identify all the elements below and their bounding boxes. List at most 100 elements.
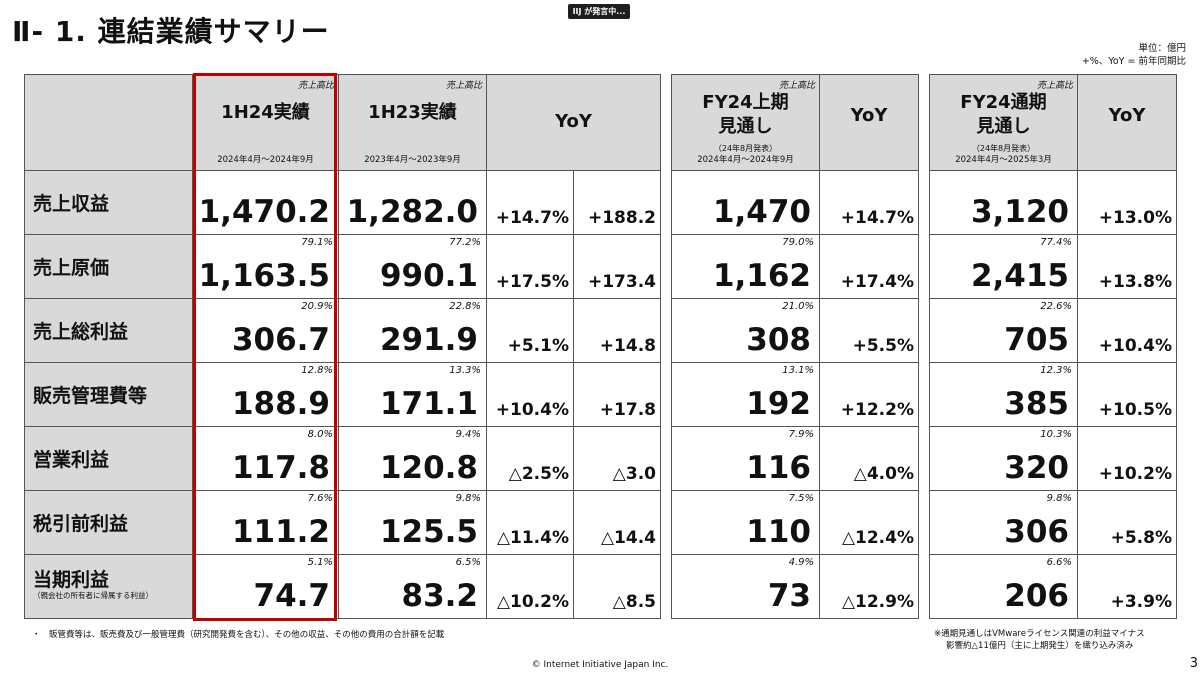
cell-1h23-value: 1,282.0 <box>346 194 478 230</box>
table-row: 4.9% 73 △12.9% <box>671 554 919 619</box>
cell-1h23: 9.4% 120.8 <box>338 426 487 491</box>
ratio-label: 売上高比 <box>778 81 815 91</box>
cell-fy24h1-ratio: 7.9% <box>788 429 814 440</box>
cell-1h24-value: 1,470.2 <box>198 194 330 230</box>
cell-fy24h1: 1,470 <box>671 170 820 235</box>
header-yoy-label: YoY <box>850 105 888 126</box>
table-row: 79.0% 1,162 +17.4% <box>671 234 919 299</box>
cell-1h23-value: 291.9 <box>379 322 478 358</box>
cell-yoy-pct-value: △11.4% <box>496 528 569 548</box>
cell-fy24-yoy-value: +10.4% <box>1098 336 1172 356</box>
row-label-text: 営業利益 <box>33 449 110 471</box>
cell-fy24-yoy: +13.8% <box>1077 234 1177 299</box>
header-1h24: 売上高比 1H24実績 2024年4月～2024年9月 <box>192 74 339 171</box>
cell-1h24: 20.9% 306.7 <box>192 298 339 363</box>
cell-1h24-value: 111.2 <box>231 514 330 550</box>
cell-fy24-yoy: +10.5% <box>1077 362 1177 427</box>
copyright: © Internet Initiative Japan Inc. <box>531 660 669 670</box>
header-fy24-name: FY24通期 見通し <box>960 92 1047 137</box>
cell-1h23-ratio: 9.8% <box>455 493 481 504</box>
cell-1h23-ratio: 22.8% <box>449 301 481 312</box>
cell-1h24: 1,470.2 <box>192 170 339 235</box>
cell-1h23: 1,282.0 <box>338 170 487 235</box>
header-yoy: YoY <box>486 74 661 171</box>
units-line1: 単位：億円 <box>1138 43 1186 54</box>
cell-1h23: 6.5% 83.2 <box>338 554 487 619</box>
cell-fy24h1-value: 308 <box>746 322 811 358</box>
cell-1h23: 77.2% 990.1 <box>338 234 487 299</box>
cell-1h23-value: 125.5 <box>379 514 478 550</box>
cell-fy24h1-value: 116 <box>746 450 811 486</box>
cell-fy24h1: 21.0% 308 <box>671 298 820 363</box>
slide-title: Ⅱ- 1. 連結業績サマリー <box>12 15 330 48</box>
cell-fy24h1-yoy-value: +5.5% <box>852 336 914 356</box>
cell-yoy-abs-value: +17.8 <box>599 400 656 420</box>
results-table-main: 売上高比 1H24実績 2024年4月～2024年9月 売上高比 1H23実績 … <box>24 74 661 619</box>
cell-fy24-value: 705 <box>1004 322 1069 358</box>
cell-fy24h1-yoy: +12.2% <box>819 362 919 427</box>
row-label-text: 売上総利益 <box>33 321 129 343</box>
table-row: 6.6% 206 +3.9% <box>929 554 1177 619</box>
cell-yoy-abs: △14.4 <box>573 490 661 555</box>
cell-fy24-yoy: +10.2% <box>1077 426 1177 491</box>
cell-fy24-yoy: +5.8% <box>1077 490 1177 555</box>
header-fy24h1: 売上高比 FY24上期 見通し （24年8月発表） 2024年4月～2024年9… <box>671 74 820 171</box>
cell-fy24-ratio: 12.3% <box>1040 365 1072 376</box>
cell-1h23-ratio: 9.4% <box>455 429 481 440</box>
ratio-label: 売上高比 <box>1036 81 1073 91</box>
header-blank <box>24 74 193 171</box>
cell-fy24-yoy-value: +5.8% <box>1110 528 1172 548</box>
cell-fy24: 77.4% 2,415 <box>929 234 1078 299</box>
cell-fy24-ratio: 77.4% <box>1040 237 1072 248</box>
cell-fy24h1-yoy-value: +17.4% <box>840 272 914 292</box>
cell-1h24-ratio: 20.9% <box>301 301 333 312</box>
row-label: 売上収益 <box>24 170 193 235</box>
cell-yoy-abs: +188.2 <box>573 170 661 235</box>
cell-yoy-pct: +5.1% <box>486 298 574 363</box>
cell-yoy-abs-value: △14.4 <box>600 528 656 548</box>
units-note: 単位：億円 +%、YoY = 前年同期比 <box>1082 42 1186 68</box>
cell-fy24h1-yoy: △12.9% <box>819 554 919 619</box>
cell-fy24h1: 4.9% 73 <box>671 554 820 619</box>
header-yoy-label: YoY <box>555 111 592 132</box>
footnote-left: ・ 販管費等は、販売費及び一般管理費（研究開発費を含む）、その他の収益、その他の… <box>32 630 445 640</box>
cell-fy24-value: 206 <box>1004 578 1069 614</box>
table-row: 営業利益 8.0% 117.8 9.4% 120.8 △2.5% △3.0 <box>24 426 661 491</box>
cell-1h24-value: 1,163.5 <box>198 258 330 294</box>
cell-yoy-pct: △11.4% <box>486 490 574 555</box>
table-row: 3,120 +13.0% <box>929 170 1177 235</box>
cell-fy24h1-yoy: △12.4% <box>819 490 919 555</box>
cell-yoy-pct: +17.5% <box>486 234 574 299</box>
cell-yoy-pct: +14.7% <box>486 170 574 235</box>
cell-fy24-value: 3,120 <box>970 194 1069 230</box>
cell-fy24-yoy-value: +13.8% <box>1098 272 1172 292</box>
header-1h23-name: 1H23実績 <box>368 102 457 123</box>
cell-fy24: 10.3% 320 <box>929 426 1078 491</box>
cell-fy24h1: 7.9% 116 <box>671 426 820 491</box>
footnote-right: ※通期見通しはVMwareライセンス関連の利益マイナス 影響約△11億円（主に上… <box>934 628 1145 652</box>
header-fy24h1-period: 2024年4月～2024年9月 <box>697 155 794 165</box>
row-label-subtext: （親会社の所有者に帰属する利益） <box>33 591 153 600</box>
header-1h24-name: 1H24実績 <box>221 102 310 123</box>
cell-fy24h1-ratio: 21.0% <box>782 301 814 312</box>
cell-1h23-value: 83.2 <box>401 578 479 614</box>
results-table-fy24: 売上高比 FY24通期 見通し （24年8月発表） 2024年4月～2025年3… <box>929 74 1177 619</box>
table-row: 12.3% 385 +10.5% <box>929 362 1177 427</box>
cell-fy24-value: 320 <box>1004 450 1069 486</box>
table-row: 売上原価 79.1% 1,163.5 77.2% 990.1 +17.5% +173.4 <box>24 234 661 299</box>
cell-fy24h1-ratio: 7.5% <box>788 493 814 504</box>
header-fy24-yoy: YoY <box>1077 74 1177 171</box>
row-label: 売上総利益 <box>24 298 193 363</box>
table-row: 77.4% 2,415 +13.8% <box>929 234 1177 299</box>
cell-fy24-yoy: +13.0% <box>1077 170 1177 235</box>
cell-fy24h1-value: 1,470 <box>712 194 811 230</box>
cell-fy24-ratio: 10.3% <box>1040 429 1072 440</box>
cell-yoy-abs-value: +14.8 <box>599 336 656 356</box>
cell-yoy-abs-value: +173.4 <box>587 272 656 292</box>
cell-yoy-abs-value: +188.2 <box>587 208 656 228</box>
cell-fy24h1-ratio: 13.1% <box>782 365 814 376</box>
ratio-label: 売上高比 <box>445 81 482 91</box>
table-row: 当期利益 （親会社の所有者に帰属する利益） 5.1% 74.7 6.5% 83.2 △10.… <box>24 554 661 619</box>
cell-1h24: 8.0% 117.8 <box>192 426 339 491</box>
cell-fy24-value: 2,415 <box>970 258 1069 294</box>
